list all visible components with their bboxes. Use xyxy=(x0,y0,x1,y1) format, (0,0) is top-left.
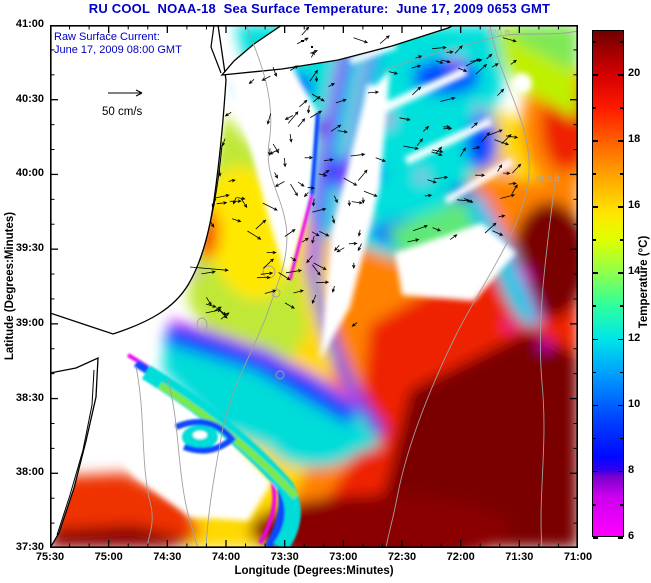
colorbar-tick xyxy=(593,173,596,175)
y-tick-label: 39:30 xyxy=(15,242,44,255)
colorbar-tick xyxy=(593,404,598,407)
colorbar-tick xyxy=(593,107,596,109)
colorbar-tick xyxy=(593,503,596,506)
colorbar-tick xyxy=(620,40,623,43)
colorbar-tick xyxy=(593,338,598,341)
colorbar-tick xyxy=(618,404,623,407)
scale-arrow-label: 50 cm/s xyxy=(102,106,143,118)
y-tick-label: 38:00 xyxy=(15,466,44,479)
colorbar-tick xyxy=(593,140,598,142)
colorbar-tick xyxy=(618,140,623,142)
y-tick-label: 37:30 xyxy=(15,541,44,553)
colorbar-tick-label: 10 xyxy=(628,397,641,410)
y-tick-label: 40:00 xyxy=(15,167,44,180)
sst-map: 50 cm/s Raw Surface Current: June 17, 20… xyxy=(50,25,578,548)
x-tick-label: 71:00 xyxy=(563,551,593,563)
colorbar xyxy=(592,30,624,539)
colorbar-tick-label: 6 xyxy=(628,530,635,542)
colorbar-tick xyxy=(618,73,623,76)
y-tick-label: 39:00 xyxy=(15,316,44,329)
current-vector-field xyxy=(189,26,522,327)
current-annotation-line2: June 17, 2009 08:00 GMT xyxy=(54,44,182,56)
y-axis-title: Latitude (Degrees:Minutes) xyxy=(4,211,16,361)
colorbar-tick-label: 20 xyxy=(628,66,641,79)
colorbar-tick-label: 8 xyxy=(628,463,635,476)
x-tick-label: 71:30 xyxy=(505,551,534,563)
colorbar-tick-label: 16 xyxy=(628,199,641,212)
colorbar-tick xyxy=(593,239,596,241)
colorbar-tick xyxy=(593,272,598,274)
depth-label-600ft: 600 ft xyxy=(536,174,560,185)
map-plot-area: 50 cm/s Raw Surface Current: June 17, 20… xyxy=(50,25,578,548)
colorbar-tick xyxy=(618,206,623,208)
colorbar-tick xyxy=(618,470,623,473)
colorbar-tick-label: 18 xyxy=(628,133,641,146)
scale-arrow xyxy=(108,89,143,97)
y-tick-label: 41:00 xyxy=(15,18,44,30)
colorbar-tick-label: 12 xyxy=(628,331,641,344)
x-tick-label: 72:00 xyxy=(446,551,475,563)
colorbar-tick xyxy=(620,371,623,374)
colorbar-tick xyxy=(593,73,598,76)
x-tick-label: 72:30 xyxy=(387,551,417,563)
colorbar-tick xyxy=(593,470,598,473)
colorbar-tick xyxy=(593,371,596,374)
colorbar-tick xyxy=(620,239,623,241)
colorbar-tick xyxy=(620,305,623,308)
colorbar-title: Temperature (°C) xyxy=(638,235,650,329)
figure-title: RU COOL NOAA-18 Sea Surface Temperature:… xyxy=(88,1,551,16)
colorbar-tick xyxy=(618,338,623,341)
colorbar-tick xyxy=(593,437,596,440)
depth-label-120ft: 120 ft xyxy=(486,28,510,39)
x-axis-title: Longitude (Degrees:Minutes) xyxy=(234,565,394,577)
colorbar-tick-label: 14 xyxy=(628,265,641,278)
colorbar-tick xyxy=(593,40,596,43)
x-tick-label: 73:30 xyxy=(270,551,299,563)
cold-fringes xyxy=(126,112,320,548)
x-tick-label: 75:00 xyxy=(94,551,123,563)
colorbar-tick xyxy=(593,537,598,539)
colorbar-tick xyxy=(620,503,623,506)
bathymetry-contours xyxy=(135,25,578,548)
y-tick-label: 40:30 xyxy=(15,92,44,105)
colorbar-tick xyxy=(618,272,623,274)
colorbar-tick xyxy=(620,107,623,109)
y-tick-label: 38:30 xyxy=(15,391,44,404)
colorbar-tick xyxy=(620,437,623,440)
current-annotation-line1: Raw Surface Current: xyxy=(54,31,160,43)
colorbar-tick xyxy=(620,173,623,175)
x-tick-label: 74:30 xyxy=(153,551,182,563)
x-tick-label: 75:30 xyxy=(35,551,65,563)
colorbar-tick xyxy=(618,537,623,539)
axis-ticks xyxy=(50,25,578,548)
x-tick-label: 73:00 xyxy=(329,551,358,563)
coastline xyxy=(50,25,455,548)
colorbar-tick xyxy=(593,206,598,208)
colorbar-tick xyxy=(593,305,596,308)
x-tick-label: 74:00 xyxy=(211,551,241,563)
plot-frame xyxy=(50,25,578,548)
